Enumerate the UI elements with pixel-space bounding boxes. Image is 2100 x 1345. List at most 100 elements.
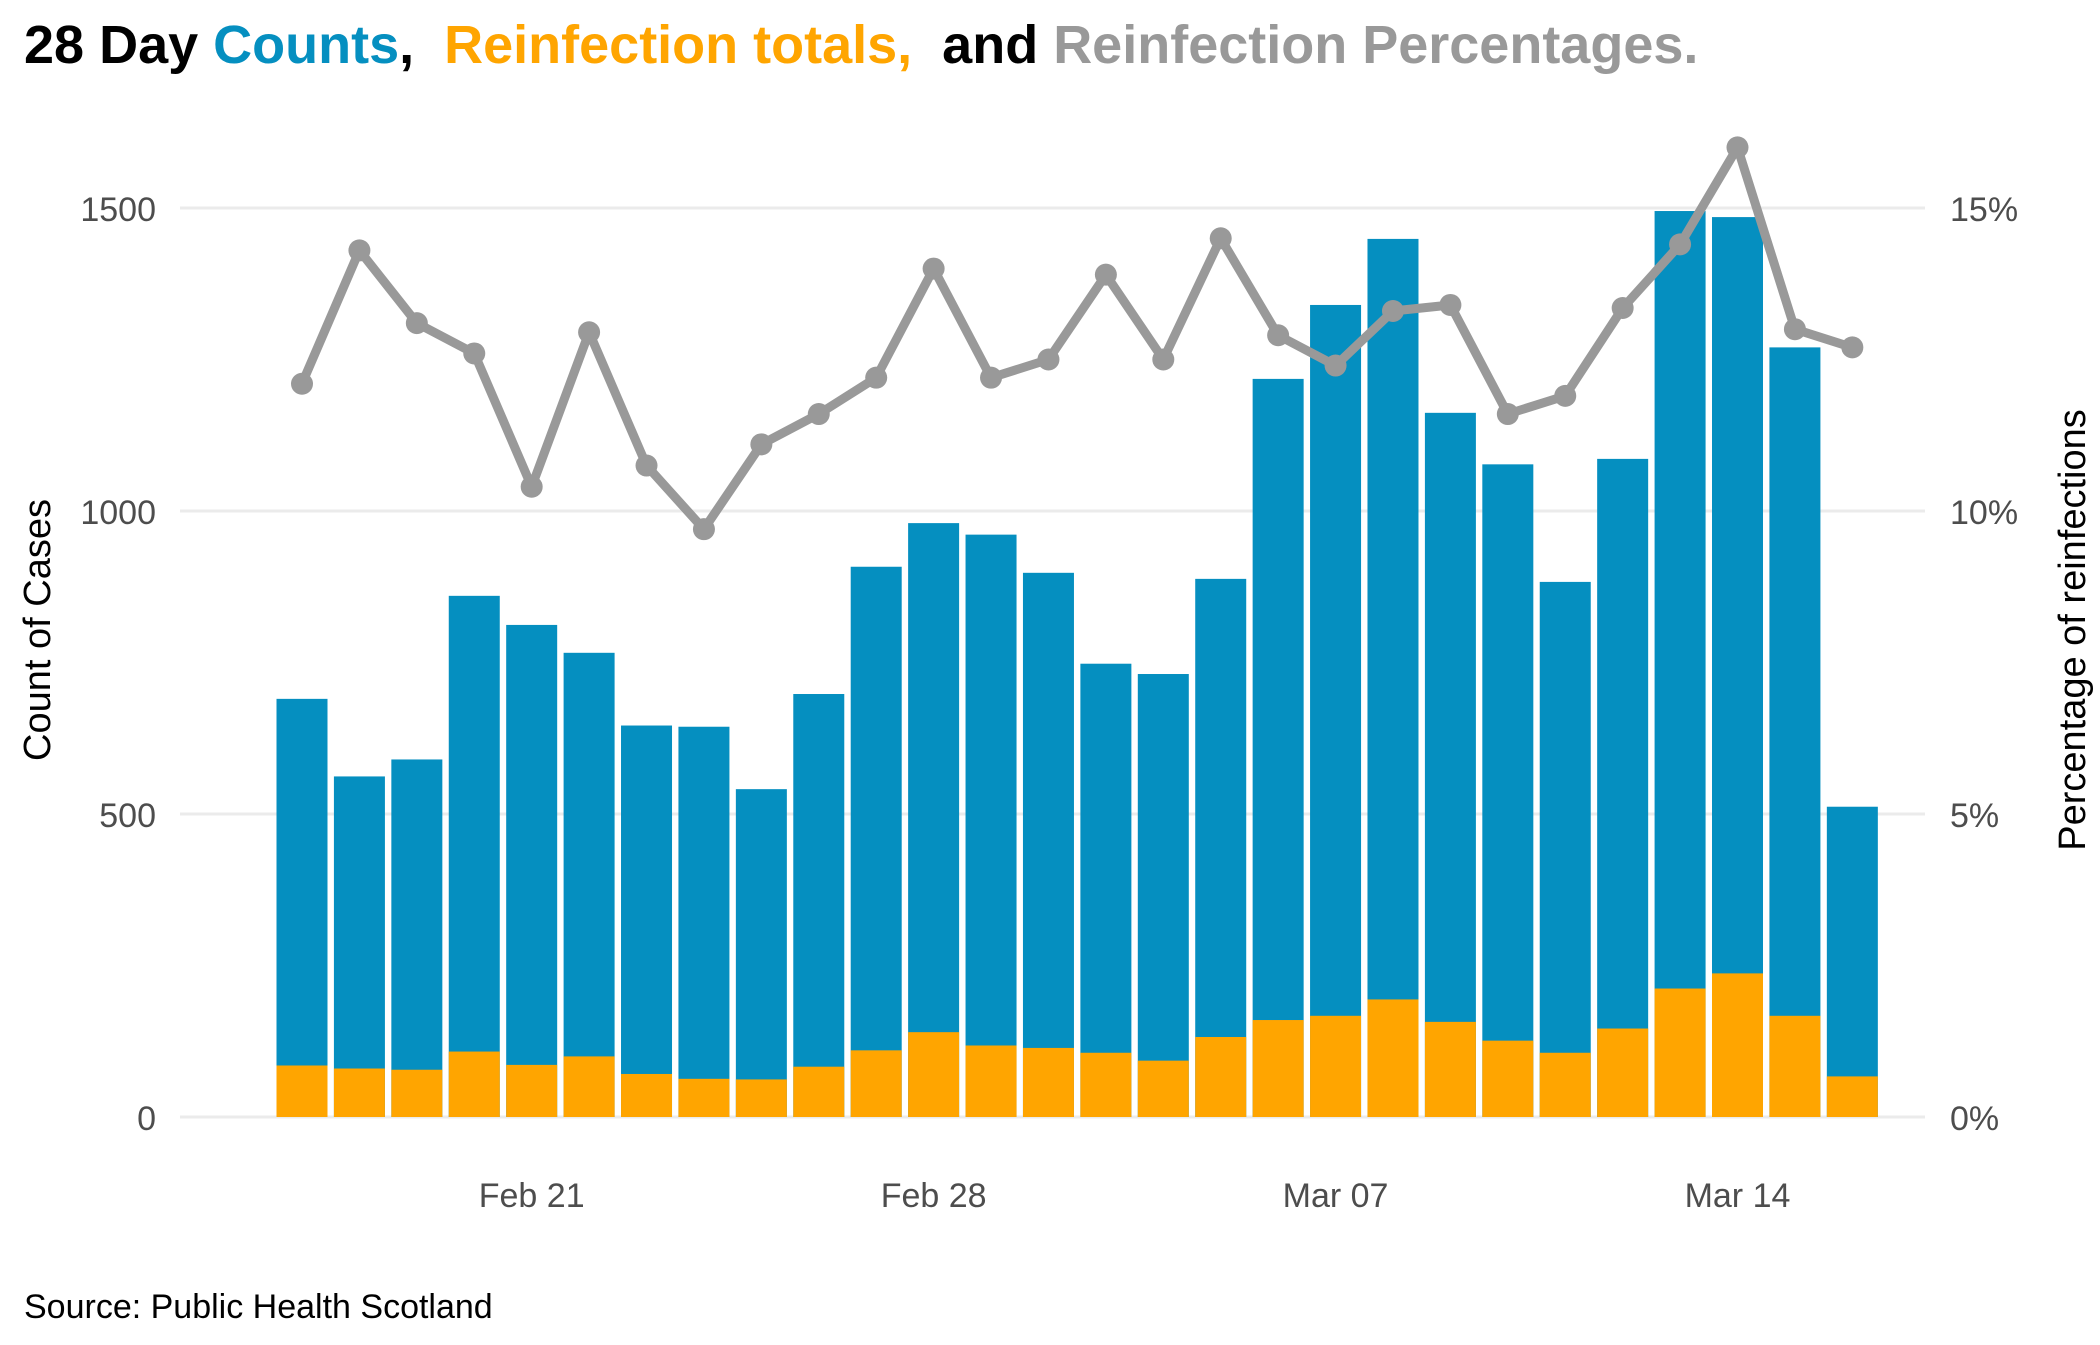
bar-reinfection	[735, 1079, 787, 1117]
percentage-point	[1554, 384, 1577, 407]
percentage-point	[520, 475, 543, 498]
bar-reinfection	[448, 1051, 500, 1117]
bar-reinfection	[1022, 1047, 1074, 1117]
bar-reinfection	[1252, 1020, 1304, 1117]
percentage-point	[578, 321, 601, 344]
title-part-counts: Counts	[213, 15, 400, 75]
title-part-comma: ,	[399, 15, 445, 75]
bar-count	[965, 534, 1017, 1117]
bar-count	[1252, 378, 1304, 1118]
bar-reinfection	[391, 1069, 443, 1117]
bar-count	[1022, 572, 1074, 1117]
bar-count	[735, 789, 787, 1117]
y-left-tick-label: 1000	[80, 494, 156, 532]
bar-reinfection	[1310, 1015, 1362, 1117]
bar-count	[1080, 663, 1132, 1117]
percentage-point	[405, 312, 428, 335]
y-left-tick-label: 500	[99, 797, 156, 835]
bar-count	[506, 624, 558, 1117]
percentage-point	[1611, 296, 1634, 319]
bar-count	[563, 652, 615, 1117]
percentage-point	[635, 454, 658, 477]
bar-count	[678, 726, 730, 1117]
percentage-point	[348, 239, 371, 262]
bar-reinfection	[276, 1065, 328, 1117]
y-right-tick-label: 10%	[1950, 494, 2018, 532]
y-axis-right-label: Percentage of reinfections	[2052, 409, 2094, 851]
axis-layer: 0 0% 500 5% 1000 10% 1500 15% Feb 21 Feb 28 Mar 07…	[80, 191, 2018, 1215]
bar-count	[1137, 674, 1189, 1117]
bar-count	[793, 694, 845, 1117]
bar-reinfection	[1482, 1040, 1534, 1117]
bar-reinfection	[1539, 1052, 1591, 1117]
bar-count	[1769, 347, 1821, 1117]
y-axis-left-label: Count of Cases	[17, 499, 59, 761]
bar-count	[850, 566, 902, 1117]
bar-reinfection	[1080, 1052, 1132, 1117]
bar-reinfection	[1712, 973, 1763, 1117]
bar-reinfection	[1424, 1021, 1476, 1117]
percentage-point	[463, 342, 486, 365]
percentage-point	[692, 518, 715, 541]
title-part-reinfection-totals: Reinfection totals,	[444, 15, 913, 75]
percentage-point	[1267, 324, 1290, 347]
percentage-point	[1841, 336, 1864, 359]
percentage-point	[1381, 300, 1404, 323]
bars-layer	[276, 211, 1878, 1118]
bar-count	[1195, 578, 1247, 1117]
chart-title: 28 Day Counts, Reinfection totals, and R…	[24, 14, 1698, 76]
percentage-point	[1152, 348, 1175, 371]
y-right-tick-label: 0%	[1950, 1100, 1999, 1138]
source-note: Source: Public Health Scotland	[24, 1288, 493, 1326]
percentage-point	[1094, 263, 1117, 286]
title-part-28-day: 28 Day	[24, 15, 214, 75]
bar-reinfection	[333, 1068, 385, 1117]
bar-count	[621, 725, 673, 1117]
bar-count	[1367, 238, 1419, 1117]
bar-reinfection	[1137, 1060, 1189, 1117]
percentage-point	[291, 372, 313, 395]
percentage-point	[1669, 233, 1692, 256]
x-tick-label: Mar 07	[1283, 1177, 1389, 1215]
bar-count	[1597, 458, 1649, 1117]
bar-count	[1712, 217, 1763, 1118]
percentage-point	[1439, 293, 1462, 316]
bar-count	[1424, 412, 1476, 1117]
bar-reinfection	[621, 1073, 673, 1117]
title-part-and: and	[912, 15, 1054, 75]
bar-reinfection	[506, 1064, 558, 1117]
x-tick-label: Mar 14	[1685, 1177, 1791, 1215]
bar-reinfection	[965, 1045, 1017, 1117]
bar-reinfection	[1367, 999, 1419, 1117]
percentage-point	[1496, 403, 1519, 426]
bar-reinfection	[908, 1032, 960, 1117]
percentage-point	[750, 433, 773, 456]
percentage-point	[1037, 348, 1060, 371]
bar-reinfection	[1769, 1015, 1821, 1117]
percentage-point	[1324, 354, 1347, 377]
title-part-reinfection-percentages: Reinfection Percentages.	[1053, 15, 1699, 75]
bar-count	[333, 776, 385, 1117]
percentage-point	[1209, 227, 1232, 250]
x-tick-label: Feb 21	[479, 1177, 585, 1215]
bar-reinfection	[1826, 1076, 1878, 1117]
percentage-point	[1783, 318, 1806, 341]
percentage-line	[297, 142, 1854, 534]
percentage-point	[1726, 136, 1749, 159]
bar-reinfection	[563, 1056, 615, 1117]
bar-reinfection	[850, 1050, 902, 1117]
percentage-point	[980, 366, 1003, 389]
bar-reinfection	[793, 1066, 845, 1117]
bar-count	[391, 759, 443, 1117]
line-layer	[291, 136, 1864, 541]
bar-count	[1539, 581, 1591, 1117]
bar-reinfection	[1597, 1028, 1649, 1117]
bar-count	[1310, 304, 1362, 1118]
bar-count	[1482, 464, 1534, 1117]
bar-count	[1654, 211, 1706, 1117]
y-right-tick-label: 15%	[1950, 191, 2018, 229]
x-tick-label: Feb 28	[881, 1177, 987, 1215]
percentage-point	[865, 366, 888, 389]
bar-reinfection	[678, 1078, 730, 1117]
